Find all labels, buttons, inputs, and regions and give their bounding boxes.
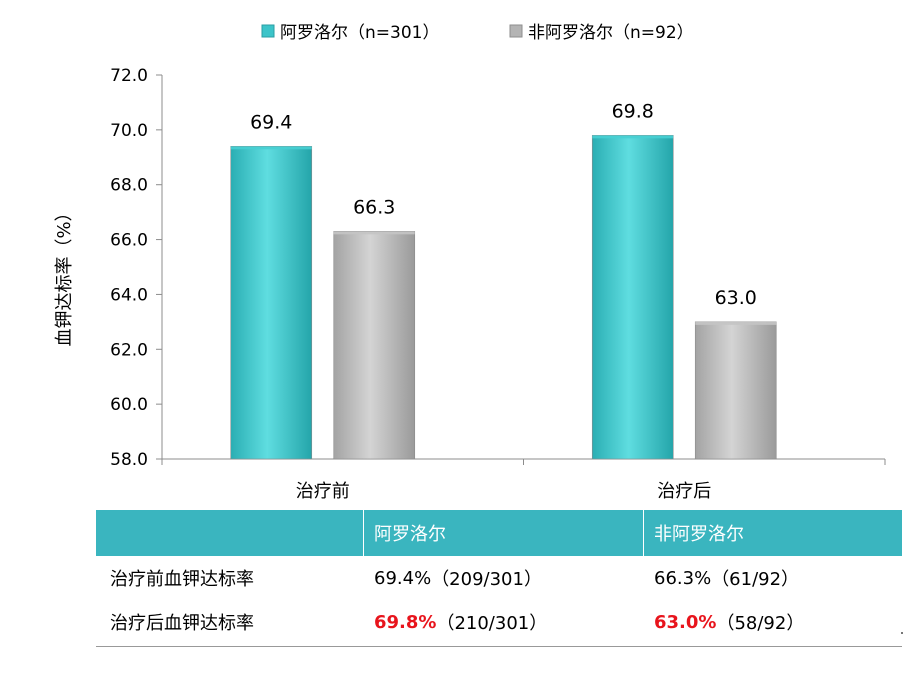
bar-arotinolol-1 bbox=[591, 135, 674, 460]
data-label: 69.8 bbox=[612, 100, 654, 122]
legend-entry-0: 阿罗洛尔（n=301） bbox=[280, 23, 439, 43]
row-cell-non-arotinolol: 63.0% （58/92） bbox=[643, 600, 902, 644]
cell-detail: （58/92） bbox=[716, 613, 805, 634]
data-label: 69.4 bbox=[250, 111, 292, 133]
cell-value: 66.3% bbox=[654, 567, 712, 589]
row-cell-non-arotinolol: 66.3% （61/92） bbox=[643, 556, 902, 600]
bar-top-highlight bbox=[695, 321, 777, 325]
y-tick-label: 72.0 bbox=[110, 66, 148, 86]
bar-top-highlight bbox=[230, 146, 312, 150]
y-axis-label: 血钾达标率（%） bbox=[54, 203, 75, 346]
y-tick-label: 60.0 bbox=[110, 395, 148, 415]
cell-detail: （61/92） bbox=[711, 569, 800, 590]
cell-detail: （209/301） bbox=[431, 569, 542, 590]
y-tick-label: 64.0 bbox=[110, 285, 148, 305]
y-tick-label: 66.0 bbox=[110, 231, 148, 251]
legend-swatch-1 bbox=[509, 24, 523, 38]
table-row-before: 治疗前血钾达标率 69.4% （209/301） 66.3% （61/92） bbox=[96, 556, 902, 600]
row-cell-arotinolol: 69.4% （209/301） bbox=[363, 556, 643, 600]
bars bbox=[230, 135, 777, 460]
cell-detail: （210/301） bbox=[436, 613, 548, 634]
corner-mark bbox=[901, 632, 903, 634]
bar-non-arotinolol-1 bbox=[694, 321, 777, 460]
cell-value-highlight: 69.8% bbox=[374, 611, 437, 633]
x-tick-label: 治疗前 bbox=[296, 481, 350, 502]
bar-arotinolol-0 bbox=[230, 146, 313, 460]
header-cell-empty bbox=[96, 510, 363, 556]
data-label: 63.0 bbox=[715, 287, 757, 309]
y-tick-label: 70.0 bbox=[110, 121, 148, 141]
cell-value: 69.4% bbox=[374, 567, 432, 589]
table-bottom-rule bbox=[96, 646, 902, 647]
value-labels: 69.4 69.8 66.3 63.0 bbox=[250, 100, 757, 309]
legend-entry-1: 非阿罗洛尔（n=92） bbox=[528, 23, 694, 43]
y-tick-label: 68.0 bbox=[110, 176, 148, 196]
table-row-after: 治疗后血钾达标率 69.8% （210/301） 63.0% （58/92） bbox=[96, 600, 902, 644]
legend-swatch-0 bbox=[261, 24, 275, 38]
bar-non-arotinolol-0 bbox=[333, 231, 416, 460]
cell-value-highlight: 63.0% bbox=[654, 611, 717, 633]
legend: 阿罗洛尔（n=301） 非阿罗洛尔（n=92） bbox=[261, 23, 694, 43]
y-tick-label: 62.0 bbox=[110, 340, 148, 360]
row-label: 治疗后血钾达标率 bbox=[110, 613, 254, 634]
axes: 58.0 60.0 62.0 64.0 66.0 68.0 70.0 72.0 血钾达标率（%）… bbox=[54, 66, 886, 502]
y-tick-label: 58.0 bbox=[110, 450, 148, 470]
row-label: 治疗前血钾达标率 bbox=[110, 569, 254, 590]
bar-top-highlight bbox=[592, 135, 674, 139]
summary-table: 阿罗洛尔 非阿罗洛尔 治疗前血钾达标率 69.4% （209/301） 66.3%… bbox=[96, 510, 902, 647]
header-cell-non-arotinolol: 非阿罗洛尔 bbox=[643, 510, 902, 556]
bar-chart: 阿罗洛尔（n=301） 非阿罗洛尔（n=92） 58.0 60.0 62.0 64.0 6… bbox=[54, 23, 886, 502]
bar-top-highlight bbox=[333, 231, 415, 235]
table-header: 阿罗洛尔 非阿罗洛尔 bbox=[96, 510, 902, 556]
row-cell-arotinolol: 69.8% （210/301） bbox=[363, 600, 643, 644]
data-label: 66.3 bbox=[353, 196, 395, 218]
x-tick-label: 治疗后 bbox=[657, 481, 711, 502]
header-cell-arotinolol: 阿罗洛尔 bbox=[363, 510, 643, 556]
